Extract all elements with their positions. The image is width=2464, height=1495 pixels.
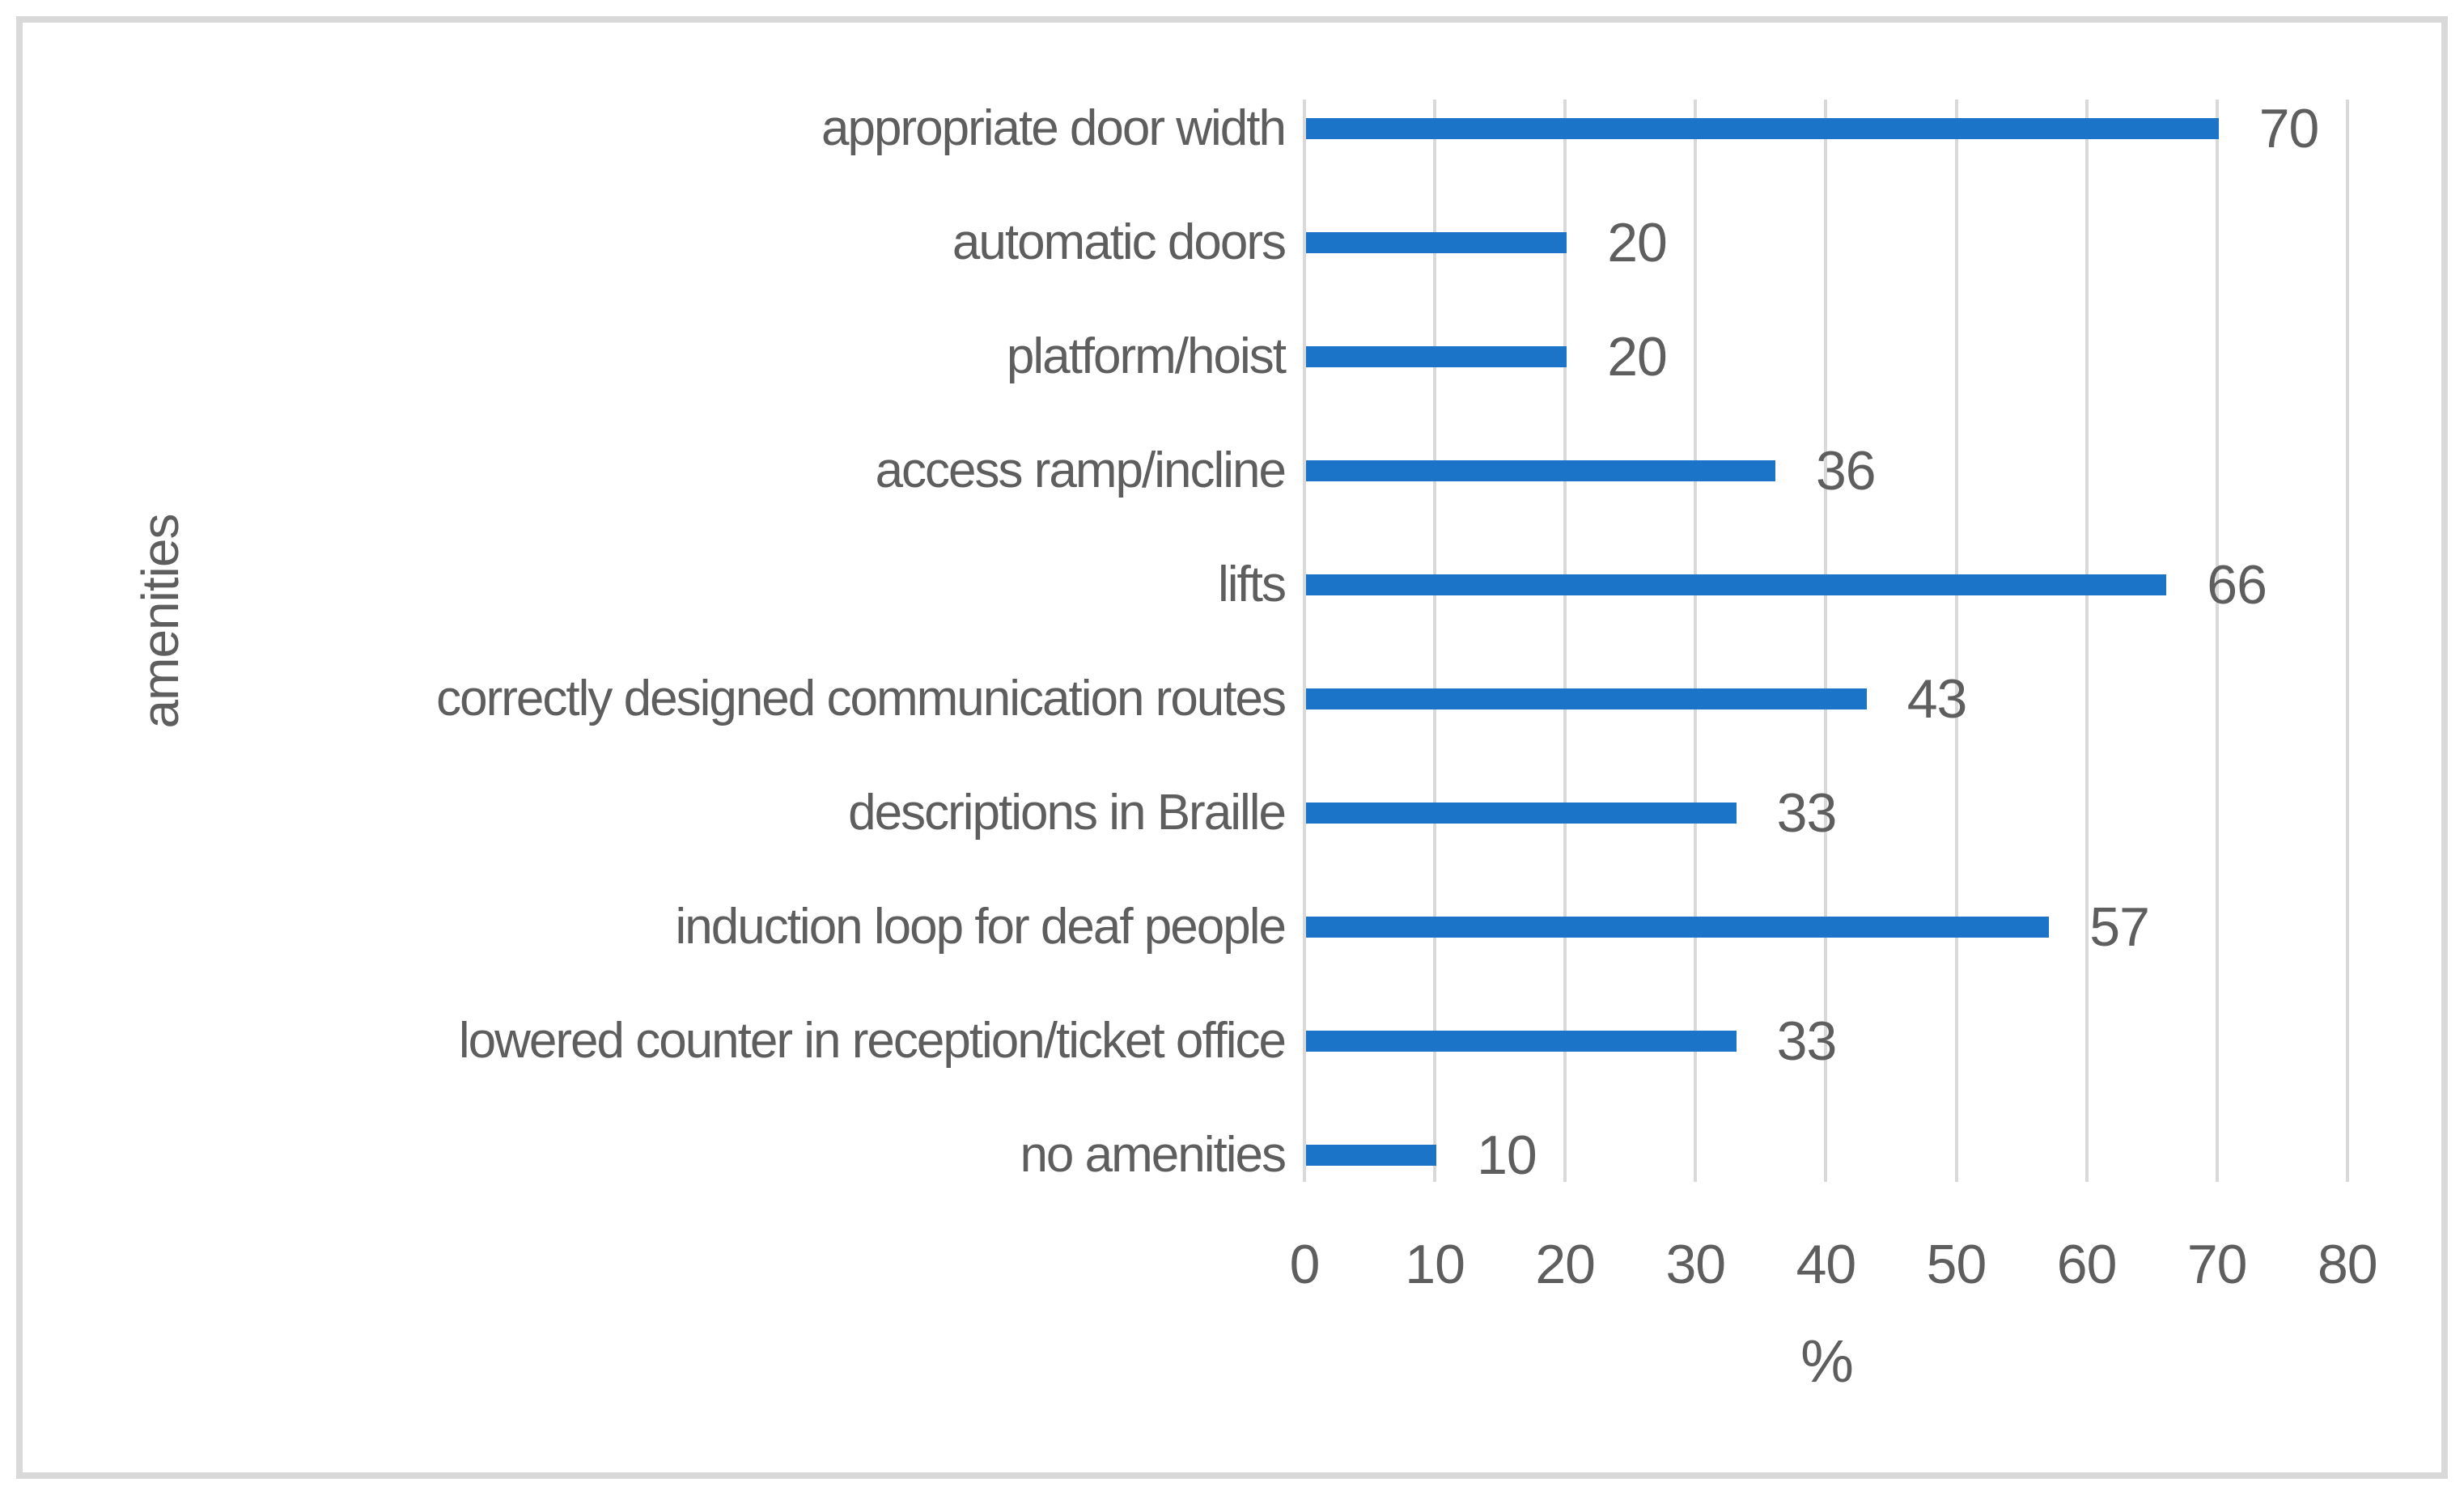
bar-value-label: 70: [2258, 97, 2320, 159]
bar-value-label: 36: [1815, 439, 1877, 502]
category-label: platform/hoist: [1006, 328, 1287, 384]
category-label: access ramp/incline: [875, 443, 1287, 498]
bar: [1306, 1144, 1437, 1166]
bar: [1306, 916, 2050, 938]
chart-row: no amenities 10: [39, 1098, 2450, 1212]
gridline: [2084, 100, 2089, 1182]
bar: [1306, 802, 1737, 824]
category-label: correctly designed communication routes: [436, 671, 1287, 726]
x-axis-tick-label: 70: [2186, 1234, 2248, 1295]
chart-row: access ramp/incline 36: [39, 413, 2450, 527]
bar-value-label: 66: [2207, 553, 2267, 616]
bar-value-label: 57: [2089, 896, 2150, 958]
bar: [1306, 574, 2167, 595]
category-label: lowered counter in reception/ticket offi…: [458, 1013, 1287, 1069]
chart-row: induction loop for deaf people 57: [39, 870, 2450, 984]
chart-row: lowered counter in reception/ticket offi…: [39, 984, 2450, 1098]
gridline: [1824, 100, 1828, 1182]
gridline: [2215, 100, 2219, 1182]
bar: [1306, 460, 1775, 481]
plot-rows: appropriate door width 70 automatic doors 2…: [39, 71, 2450, 1212]
gridline: [2345, 100, 2349, 1182]
bar-value-label: 20: [1607, 211, 1668, 273]
category-label: automatic doors: [952, 214, 1287, 270]
x-axis-title: %: [1800, 1328, 1854, 1395]
category-label: descriptions in Braille: [848, 785, 1287, 841]
x-axis-tick-label: 30: [1665, 1234, 1726, 1295]
bar-value-label: 33: [1776, 781, 1838, 844]
bar-value-label: 10: [1477, 1124, 1537, 1186]
x-axis-tick-label: 50: [1926, 1234, 1987, 1295]
bar: [1306, 117, 2219, 139]
category-label: induction loop for deaf people: [675, 899, 1287, 955]
category-label: no amenities: [1020, 1127, 1287, 1183]
gridline: [1433, 100, 1437, 1182]
chart-row: platform/hoist 20: [39, 299, 2450, 413]
x-axis-tick-label: 40: [1796, 1234, 1857, 1295]
x-axis-tick-label: 80: [2317, 1234, 2378, 1295]
category-label: appropriate door width: [821, 100, 1287, 156]
chart-row: descriptions in Braille 33: [39, 756, 2450, 870]
x-axis-tick-label: 20: [1535, 1234, 1596, 1295]
chart-border: amenities appropriate door width 70 automa…: [16, 16, 2448, 1479]
bar: [1306, 688, 1867, 709]
x-axis-tick-label: 60: [2056, 1234, 2118, 1295]
gridline: [1563, 100, 1567, 1182]
bar-value-label: 33: [1776, 1010, 1838, 1072]
x-axis-tick-label: 0: [1289, 1234, 1321, 1295]
bar: [1306, 345, 1567, 367]
gridline: [1694, 100, 1698, 1182]
chart-row: correctly designed communication routes 4…: [39, 642, 2450, 756]
bar: [1306, 1030, 1737, 1052]
bar-value-label: 20: [1607, 325, 1668, 388]
chart-row: automatic doors 20: [39, 185, 2450, 299]
bar: [1306, 231, 1567, 253]
chart-row: appropriate door width 70: [39, 71, 2450, 185]
bar-value-label: 43: [1906, 667, 1968, 730]
category-label: lifts: [1218, 557, 1287, 612]
gridline: [1954, 100, 1958, 1182]
chart-row: lifts 66: [39, 527, 2450, 642]
gridline: [1303, 100, 1306, 1182]
x-axis-tick-label: 10: [1405, 1234, 1465, 1295]
